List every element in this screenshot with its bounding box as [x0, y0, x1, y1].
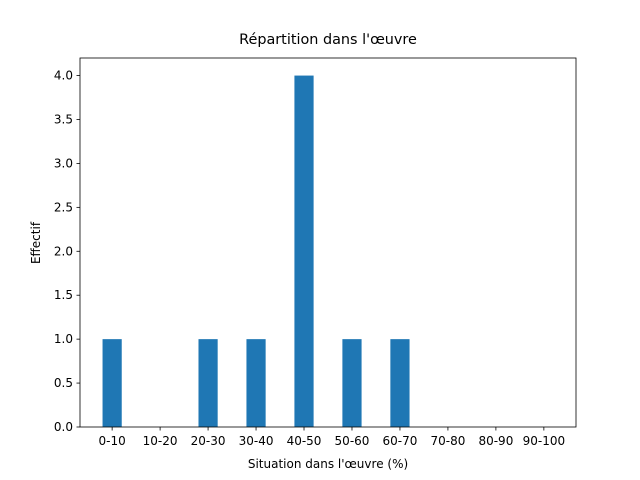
y-axis-label: Effectif	[29, 221, 43, 264]
x-tick-label: 60-70	[383, 434, 418, 448]
y-tick-label: 2.5	[54, 200, 73, 214]
bar	[246, 339, 266, 427]
y-tick-label: 4.0	[54, 69, 73, 83]
chart-title: Répartition dans l'œuvre	[239, 32, 417, 48]
x-axis-label: Situation dans l'œuvre (%)	[248, 457, 408, 471]
plot-frame	[79, 57, 577, 428]
x-tick-label: 0-10	[99, 434, 126, 448]
y-tick-label: 3.5	[54, 113, 73, 127]
y-tick-label: 1.5	[54, 288, 73, 302]
x-tick-label: 90-100	[523, 434, 566, 448]
y-tick-label: 2.0	[54, 244, 73, 258]
x-tick-label: 40-50	[287, 434, 322, 448]
bar	[342, 339, 362, 427]
y-tick-label: 1.0	[54, 332, 73, 346]
bar	[294, 75, 314, 428]
x-tick-label: 30-40	[239, 434, 274, 448]
y-tick-label: 0.0	[54, 420, 73, 434]
y-tick-label: 0.5	[54, 376, 73, 390]
x-tick-label: 20-30	[191, 434, 226, 448]
x-tick-label: 70-80	[430, 434, 465, 448]
bar	[198, 339, 218, 427]
bar	[102, 339, 122, 427]
bar	[390, 339, 410, 427]
x-tick-label: 50-60	[335, 434, 370, 448]
x-tick-label: 10-20	[143, 434, 178, 448]
x-tick-label: 80-90	[478, 434, 513, 448]
y-tick-label: 3.0	[54, 156, 73, 170]
